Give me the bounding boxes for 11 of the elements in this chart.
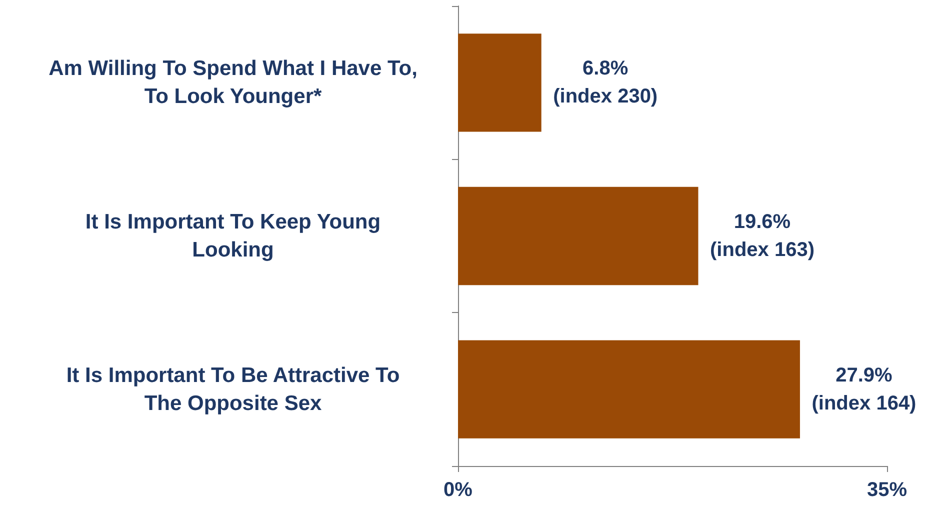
bar: [458, 340, 800, 438]
data-label: 19.6% (index 163): [710, 211, 814, 261]
x-tick-label: 0%: [444, 479, 473, 501]
x-tick-label: 35%: [866, 479, 908, 501]
bar: [458, 186, 698, 286]
y-tick-label: It Is Important To Keep Young Looking: [85, 210, 381, 262]
bar: [458, 34, 542, 132]
y-tick-label: It Is Important To Be Attractive To The Opposite Sex: [66, 364, 400, 415]
data-label: 6.8% (index 230): [553, 58, 658, 108]
data-label: 27.9% (index 164): [812, 364, 916, 414]
y-tick-label: Am Willing To Spend What I Have To, To Look Younger*: [48, 57, 418, 108]
